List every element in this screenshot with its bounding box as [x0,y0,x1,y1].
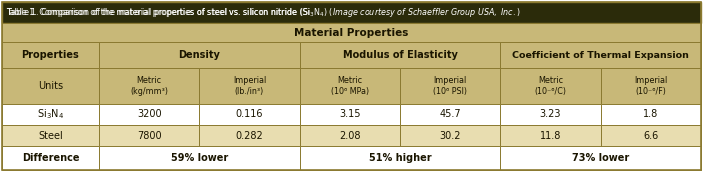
Text: 73% lower: 73% lower [572,153,629,163]
Bar [400,125,501,146]
Bar [299,146,501,170]
Text: Modulus of Elasticity: Modulus of Elasticity [342,50,458,60]
Text: Table 1. Comparison of the material properties of steel vs. silicon nitride (Si: Table 1. Comparison of the material prop… [6,8,310,17]
Text: 3.23: 3.23 [540,109,561,119]
Text: 6.6: 6.6 [643,131,659,141]
Text: Metric
(10⁶ MPa): Metric (10⁶ MPa) [331,76,369,96]
Text: 30.2: 30.2 [439,131,461,141]
Bar [200,104,299,125]
Text: Steel: Steel [38,131,63,141]
Bar [501,42,701,68]
Bar [299,42,501,68]
Text: Si$_3$N$_4$: Si$_3$N$_4$ [37,108,64,121]
Text: 2.08: 2.08 [339,131,361,141]
Text: Coefficient of Thermal Expansion: Coefficient of Thermal Expansion [512,51,689,60]
Bar [600,104,701,125]
Text: 51% higher: 51% higher [368,153,432,163]
Text: 7800: 7800 [137,131,162,141]
Text: Difference: Difference [22,153,79,163]
Bar [99,42,299,68]
Bar [299,125,400,146]
Text: 1.8: 1.8 [643,109,659,119]
Bar [2,2,701,23]
Text: 0.282: 0.282 [236,131,264,141]
Bar [400,68,501,104]
Text: Metric
(10⁻⁶/C): Metric (10⁻⁶/C) [534,76,567,96]
Bar [2,146,99,170]
Text: 3.15: 3.15 [339,109,361,119]
Text: 3200: 3200 [137,109,162,119]
Text: Density: Density [179,50,220,60]
Text: 0.116: 0.116 [236,109,263,119]
Text: Table 1. Comparison of the material properties of steel vs. silicon nitride (Si$: Table 1. Comparison of the material prop… [6,6,521,19]
Bar [99,125,200,146]
Text: Metric
(kg/mm³): Metric (kg/mm³) [130,76,168,96]
Text: Imperial
(10⁻⁶/F): Imperial (10⁻⁶/F) [634,76,667,96]
Bar [200,125,299,146]
Bar [501,104,600,125]
Bar [600,68,701,104]
Bar [2,125,99,146]
Bar [99,68,200,104]
Text: Imperial
(lb./in³): Imperial (lb./in³) [233,76,266,96]
Text: 11.8: 11.8 [540,131,561,141]
Text: 59% lower: 59% lower [171,153,228,163]
Text: Material Properties: Material Properties [295,28,408,38]
Bar [2,23,701,42]
Bar [400,104,501,125]
Bar [2,104,99,125]
Bar [501,125,600,146]
Text: Units: Units [38,81,63,91]
Bar [2,42,99,68]
Bar [99,104,200,125]
Bar [501,146,701,170]
Text: Properties: Properties [22,50,79,60]
Bar [600,125,701,146]
Bar [200,68,299,104]
Bar [501,68,600,104]
Text: 45.7: 45.7 [439,109,461,119]
Bar [299,104,400,125]
Text: Imperial
(10⁶ PSI): Imperial (10⁶ PSI) [433,76,467,96]
Bar [99,146,299,170]
Bar [299,68,400,104]
Bar [2,68,99,104]
